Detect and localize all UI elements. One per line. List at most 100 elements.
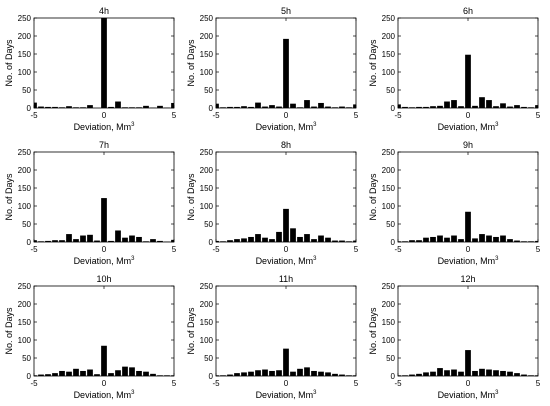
y-tick-label: 150 [18,318,32,327]
histogram-bar [500,235,506,242]
y-axis-label: No. of Days [368,307,378,355]
histogram-bar [318,371,324,376]
histogram-bar [311,239,317,242]
histogram-bar [325,106,331,108]
histogram-bar [486,235,492,242]
x-tick-label: -5 [394,245,402,254]
panel-title: 12h [460,274,475,284]
histogram-bar [34,102,37,108]
histogram-bar [444,101,450,108]
histogram-bar [150,239,156,242]
y-tick-label: 200 [18,300,32,309]
y-tick-label: 50 [386,220,395,229]
histogram-bar [416,373,422,376]
histogram-bar [45,374,51,376]
y-tick-label: 100 [382,68,396,77]
histogram-bar [136,236,142,242]
x-tick-label: 0 [102,245,107,254]
y-tick-label: 50 [22,220,31,229]
histogram-bar [216,240,219,242]
histogram-bar [451,369,457,376]
histogram-bar [444,370,450,376]
histogram-bar [493,236,499,242]
histogram-bar [52,373,58,376]
histogram-bar [458,239,464,242]
histogram-bar [402,106,408,108]
histogram-bar [234,373,240,376]
histogram-bar [45,106,51,108]
x-tick-label: 0 [102,379,107,388]
y-axis-label: No. of Days [368,39,378,87]
histogram-bar [297,368,303,376]
x-axis-label: Deviation, Mm3 [438,256,500,266]
y-tick-label: 150 [200,50,214,59]
histogram-bar [143,371,149,376]
histogram-bar [136,370,142,376]
y-tick-label: 200 [18,32,32,41]
x-tick-label: 5 [536,379,541,388]
y-tick-label: 250 [200,148,214,157]
x-tick-label: 5 [354,379,359,388]
x-tick-label: -5 [212,111,220,120]
histogram-bar [339,240,345,242]
x-tick-label: -5 [30,245,38,254]
y-tick-label: 0 [391,372,396,381]
histogram-bar [248,236,254,242]
y-tick-label: 0 [391,238,396,247]
histogram-bar [248,106,254,108]
histogram-bar [276,370,282,376]
y-tick-label: 150 [382,184,396,193]
y-axis-label: No. of Days [186,307,196,355]
y-tick-label: 200 [382,166,396,175]
histogram-bar [409,374,415,376]
panel-title: 11h [279,274,293,284]
histogram-bar [318,102,324,108]
y-tick-label: 200 [18,166,32,175]
x-tick-label: 0 [284,245,289,254]
y-tick-label: 200 [382,32,396,41]
y-tick-label: 200 [200,300,214,309]
x-tick-label: 5 [354,111,359,120]
histogram-bar [430,236,436,242]
histogram-bar [325,237,331,242]
y-tick-label: 150 [18,50,32,59]
histogram-bar [122,366,128,376]
y-tick-label: 150 [382,50,396,59]
x-tick-label: 0 [102,111,107,120]
panel-title: 10h [96,274,111,284]
histogram-bar [465,350,471,376]
y-axis-label: No. of Days [186,173,196,221]
y-tick-label: 150 [200,318,214,327]
y-tick-label: 100 [200,336,214,345]
y-axis-label: No. of Days [4,307,14,355]
y-tick-label: 200 [200,32,214,41]
histogram-bar [115,370,121,376]
histogram-bar [521,374,527,376]
histogram-bar [479,368,485,376]
x-axis-label: Deviation, Mm3 [438,390,500,400]
histogram-bar [73,368,79,376]
histogram-bar [101,345,107,376]
y-tick-label: 100 [382,336,396,345]
histogram-bar [276,231,282,242]
histogram-bar [430,106,436,108]
histogram-bar [290,371,296,376]
histogram-bar [500,370,506,376]
histogram-bar [304,234,310,242]
x-tick-label: 5 [536,245,541,254]
histogram-bar [66,234,72,242]
y-tick-label: 0 [27,372,32,381]
x-tick-label: 5 [354,245,359,254]
y-tick-label: 50 [204,86,213,95]
histogram-bar [87,369,93,376]
y-tick-label: 0 [209,238,214,247]
histogram-bar [339,374,345,376]
y-tick-label: 250 [200,14,214,23]
y-tick-label: 100 [382,202,396,211]
y-tick-label: 50 [204,220,213,229]
histogram-bar [129,367,135,376]
